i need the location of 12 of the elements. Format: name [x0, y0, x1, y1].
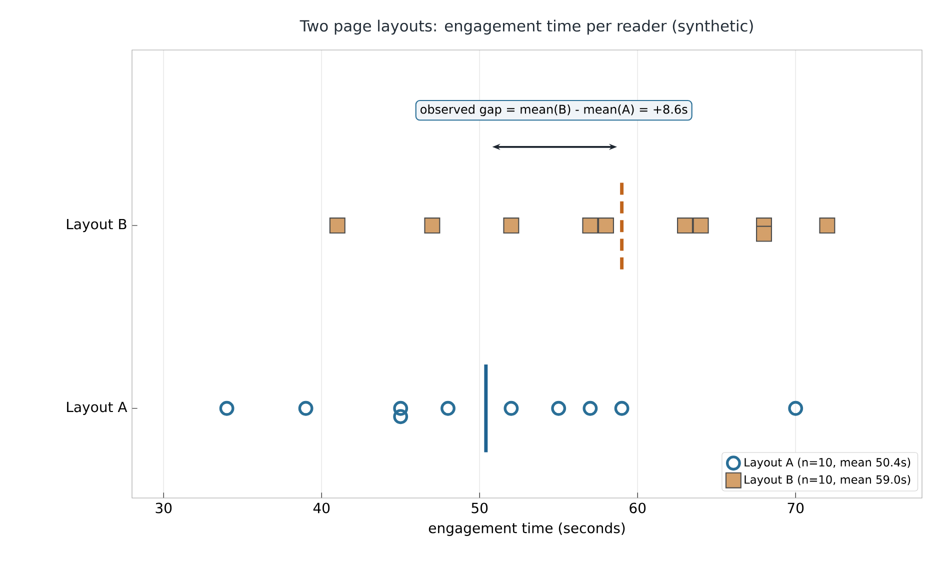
x-tick-label: 30	[156, 502, 172, 514]
y-tick-label: Layout A	[67, 402, 128, 415]
legend-label: Layout B (n=10, mean 59.0s)	[744, 475, 910, 486]
legend-label: Layout A (n=10, mean 50.4s)	[744, 458, 910, 469]
x-tick-label: 60	[630, 502, 646, 514]
x-tick-label: 40	[313, 502, 330, 514]
chart-title: Two page layouts: engagement time per reader (synthetic)	[300, 20, 753, 35]
x-tick-label: 70	[788, 502, 804, 514]
x-tick-label: 50	[472, 502, 488, 514]
annotation: observed gap = mean(B) - mean(A) = +8.6s	[420, 104, 688, 116]
x-axis-title: engagement time (seconds)	[428, 522, 625, 536]
y-tick-label: Layout B	[67, 218, 126, 232]
